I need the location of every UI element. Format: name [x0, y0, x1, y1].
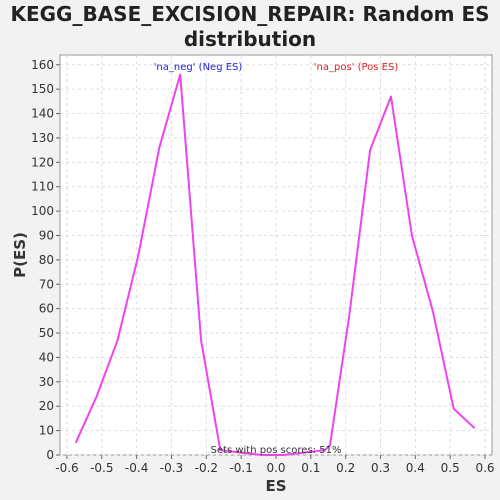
y-tick-label: 160: [31, 58, 54, 72]
x-tick-label: -0.4: [125, 461, 148, 475]
y-tick-label: 140: [31, 107, 54, 121]
x-tick-label: -0.5: [90, 461, 113, 475]
series-line-1: [74, 73, 325, 456]
x-tick-label: -0.1: [229, 461, 252, 475]
series-line-2: [324, 95, 476, 451]
y-tick-label: 60: [39, 302, 54, 316]
x-tick-label: 0.2: [336, 461, 355, 475]
neg-es-label: 'na_neg' (Neg ES): [154, 62, 243, 73]
series-lines: [74, 73, 476, 456]
x-tick-label: -0.6: [55, 461, 78, 475]
y-tick-label: 90: [39, 228, 54, 242]
y-tick-label: 10: [39, 424, 54, 438]
y-tick-label: 70: [39, 277, 54, 291]
x-tick-label: 0.3: [371, 461, 390, 475]
chart-title-line1: KEGG_BASE_EXCISION_REPAIR: Random ES: [10, 2, 490, 26]
y-tick-label: 100: [31, 204, 54, 218]
x-tick-label: 0.1: [301, 461, 320, 475]
y-tick-label: 80: [39, 253, 54, 267]
y-tick-label: 50: [39, 326, 54, 340]
y-tick-label: 120: [31, 155, 54, 169]
x-tick-label: 0.4: [406, 461, 425, 475]
grid-lines: [60, 55, 492, 456]
x-tick-label: 0.0: [266, 461, 285, 475]
y-tick-label: 150: [31, 82, 54, 96]
x-tick-label: -0.2: [195, 461, 218, 475]
y-tick-label: 110: [31, 180, 54, 194]
y-tick-label: 130: [31, 131, 54, 145]
chart-title-line2: distribution: [183, 27, 317, 51]
chart-title: KEGG_BASE_EXCISION_REPAIR: Random ES dis…: [0, 2, 500, 52]
y-tick-label: 40: [39, 350, 54, 364]
pos-es-label: 'na_pos' (Pos ES): [314, 62, 399, 73]
y-tick-label: 30: [39, 375, 54, 389]
x-tick-label: 0.5: [441, 461, 460, 475]
x-tick-label: -0.3: [160, 461, 183, 475]
y-tick-label: 0: [46, 448, 54, 462]
pos-scores-footer: Sets with pos scores: 51%: [211, 445, 342, 456]
x-tick-label: 0.6: [475, 461, 494, 475]
y-axis-label: P(ES): [11, 232, 29, 278]
y-tick-label: 20: [39, 399, 54, 413]
x-axis-ticks: -0.6 -0.5 -0.4 -0.3 -0.2 -0.1 0.0 0.1 0.2 0.3 0.4 0…: [55, 455, 495, 475]
y-axis-ticks: 0 10 20 30 40 50 60 70 80 90 100 110 120 130 140 150 160: [31, 58, 60, 462]
x-axis-label: ES: [265, 477, 286, 495]
